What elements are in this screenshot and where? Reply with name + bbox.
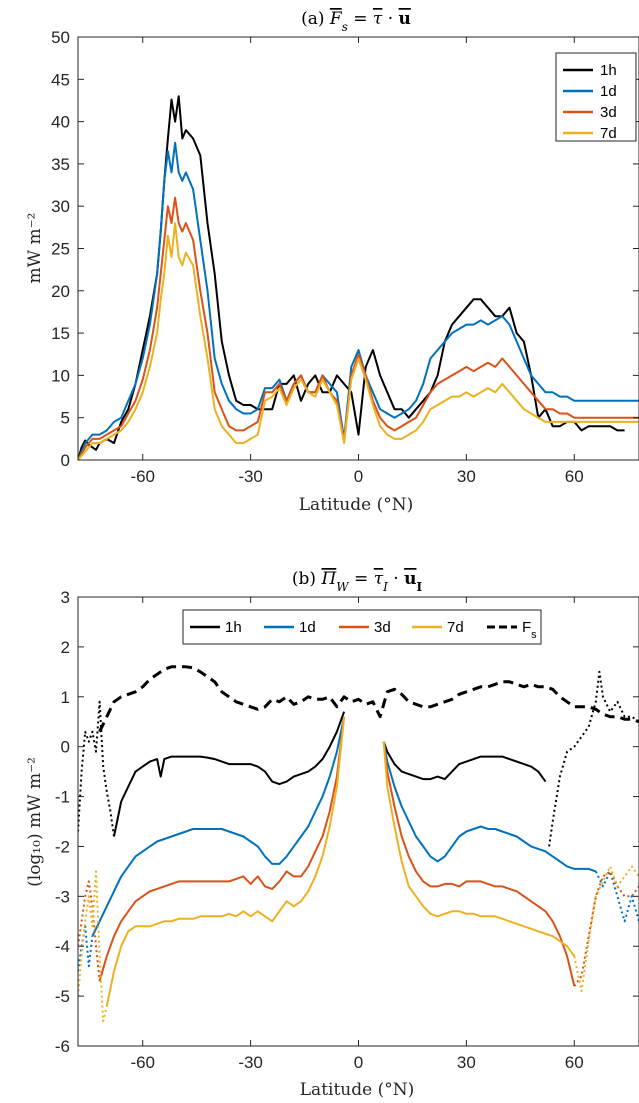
y-tick-label: 5: [61, 409, 70, 428]
series-Fs: [98, 665, 639, 733]
legend-label-1d: 1d: [299, 619, 316, 636]
legend-label-1d: 1d: [600, 83, 617, 100]
y-tick-label: 30: [51, 197, 70, 216]
y-tick-label: -4: [55, 937, 70, 956]
y-tick-label: 50: [51, 28, 70, 47]
y-tick-label: 25: [51, 240, 70, 259]
x-tick-label: 30: [457, 467, 476, 486]
y-tick-label: 45: [51, 70, 70, 89]
y-tick-label: -1: [55, 788, 70, 807]
panel-a: (a) Fs = τ · u -60 -30 0 30 60 0 5 10 15 20 25 30 35…: [25, 9, 639, 515]
series-1h-dot-r: [548, 670, 639, 847]
legend-label-7d: 7d: [600, 125, 617, 142]
series-3d-dot-r: [573, 870, 639, 987]
y-tick-label: 40: [51, 113, 70, 132]
panel-a-ticks: -60 -30 0 30 60 0 5 10 15 20 25 30 35 40 45 50: [51, 28, 639, 486]
panel-a-legend-box: [555, 52, 637, 142]
panel-a-title: (a) Fs = τ · u: [301, 9, 411, 34]
y-tick-label: 20: [51, 282, 70, 301]
legend-label-1h: 1h: [600, 62, 617, 79]
panel-a-legend: 1h 1d 3d 7d: [555, 52, 637, 142]
panel-b-legend: 1h 1d 3d 7d Fs: [182, 609, 542, 645]
x-tick-label: 60: [565, 1053, 584, 1072]
x-tick-label: -30: [238, 467, 263, 486]
y-tick-label: -2: [55, 837, 70, 856]
series-7d-r: [382, 741, 576, 957]
x-tick-label: -60: [130, 1053, 155, 1072]
panel-b-title: (b) ΠW = τI · uI: [292, 569, 423, 594]
panel-b-series: [78, 665, 639, 1023]
panel-a-axes-box: [77, 36, 639, 461]
y-tick-label: 1: [61, 688, 70, 707]
y-tick-label: 2: [61, 638, 70, 657]
panel-a-xlabel: Latitude (°N): [299, 495, 413, 515]
series-1d: [78, 141, 639, 460]
series-3d: [98, 716, 346, 982]
y-tick-label: 15: [51, 324, 70, 343]
legend-label-3d: 3d: [600, 104, 617, 121]
y-tick-label: 0: [61, 738, 70, 757]
series-7d-dot-r: [573, 865, 639, 993]
y-tick-label: 3: [61, 588, 70, 607]
legend-label-1h: 1h: [225, 619, 242, 636]
series-1d-dot-r: [594, 870, 639, 923]
panel-b-axes-box: [77, 596, 639, 1047]
y-tick-label: 35: [51, 155, 70, 174]
x-tick-label: -60: [130, 467, 155, 486]
series-3d-dot-l: [78, 880, 101, 982]
x-tick-label: 30: [457, 1053, 476, 1072]
series-7d: [78, 222, 639, 460]
legend-label-7d: 7d: [447, 619, 464, 636]
panel-b-ylabel: (log₁₀) mW m⁻²: [25, 757, 45, 887]
panel-b: (b) ΠW = τI · uI -60 -30 0 30 60-6-5-4-3-2-1…: [25, 569, 639, 1100]
series-1d: [91, 716, 346, 937]
y-tick-label: -5: [55, 987, 70, 1006]
y-tick-label: -6: [55, 1037, 70, 1056]
series-1h-dot-l: [78, 700, 115, 837]
panel-a-ylabel: mW m⁻²: [25, 213, 45, 284]
y-tick-label: 10: [51, 366, 70, 385]
legend-label-F: Fs: [522, 619, 537, 641]
legend-label-3d: 3d: [374, 619, 391, 636]
series-1h: [113, 711, 346, 837]
x-tick-label: 0: [354, 467, 363, 486]
y-tick-label: -3: [55, 887, 70, 906]
panel-a-series: [78, 95, 639, 460]
x-tick-label: -30: [238, 1053, 263, 1072]
x-tick-label: 0: [354, 1053, 363, 1072]
panel-b-xlabel: Latitude (°N): [300, 1080, 414, 1100]
series-7d-dot-l: [78, 870, 108, 1023]
series-7d: [105, 716, 346, 1007]
panel-b-ticks: -60 -30 0 30 60 -6 -5 -4 -3 -2 -1 0 1 2 3: [55, 588, 639, 1072]
series-3d: [78, 196, 639, 460]
y-tick-label: 0: [61, 451, 70, 470]
series-1d-r: [382, 741, 597, 873]
series-3d-r: [382, 741, 576, 987]
series-1h-r: [382, 741, 547, 783]
x-tick-label: 60: [565, 467, 584, 486]
